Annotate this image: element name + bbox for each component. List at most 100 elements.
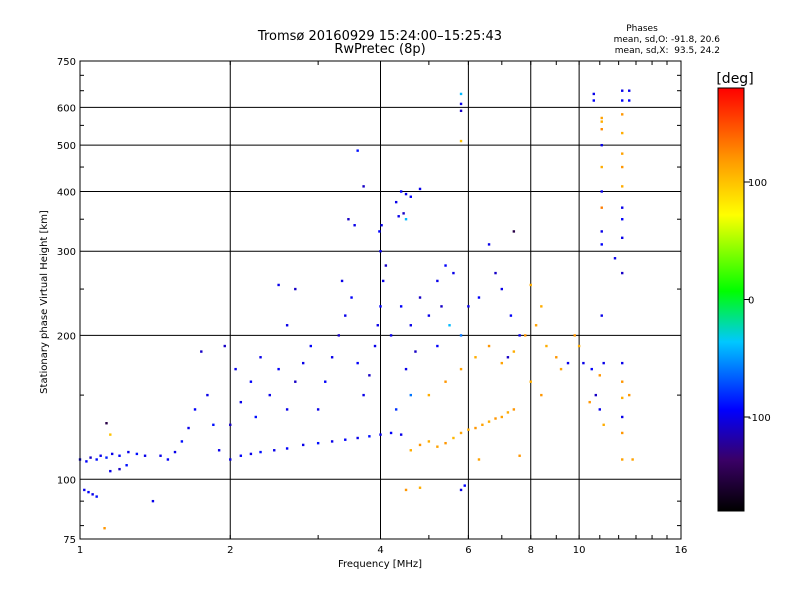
data-point <box>378 230 381 233</box>
data-point <box>212 423 215 427</box>
data-point <box>621 185 624 188</box>
data-point <box>518 454 521 457</box>
data-point <box>474 356 477 359</box>
data-point <box>500 287 504 291</box>
data-point <box>239 400 243 404</box>
data-point <box>474 426 477 430</box>
data-point <box>110 452 114 456</box>
data-points <box>78 89 634 530</box>
data-point <box>95 495 98 498</box>
data-point <box>418 443 422 447</box>
data-point <box>602 423 605 427</box>
data-point <box>600 314 603 317</box>
data-point <box>487 243 491 246</box>
data-point <box>356 436 359 440</box>
data-point <box>151 499 155 503</box>
colorbar-tick-label: 0 <box>748 296 754 307</box>
data-point <box>494 417 497 420</box>
data-point <box>436 445 439 448</box>
data-point <box>588 400 591 404</box>
data-point <box>229 423 232 427</box>
colorbar-title: [deg] <box>716 71 753 87</box>
colorbar-tick-label: -100 <box>748 413 771 424</box>
x-tick-label: 10 <box>573 545 586 556</box>
stats-line-x: mean, sd,X: 93.5, 24.2 <box>615 46 720 56</box>
data-point <box>600 116 603 120</box>
data-point <box>534 324 538 327</box>
data-point <box>463 484 466 487</box>
data-point <box>602 361 605 365</box>
data-point <box>249 380 253 383</box>
data-point <box>459 102 463 106</box>
data-point <box>566 361 570 365</box>
data-point <box>340 279 344 283</box>
data-point <box>118 454 121 457</box>
data-point <box>301 443 305 447</box>
data-point <box>95 458 98 461</box>
data-point <box>347 218 350 221</box>
data-point <box>555 356 558 359</box>
stats-heading: Phases <box>626 24 658 34</box>
data-point <box>598 408 601 411</box>
data-point <box>399 190 403 193</box>
data-point <box>180 440 184 443</box>
data-point <box>444 380 447 383</box>
data-point <box>294 287 297 291</box>
data-point <box>621 89 624 92</box>
data-point <box>234 367 237 371</box>
data-point <box>540 393 543 397</box>
data-point <box>353 224 356 227</box>
data-point <box>285 447 289 450</box>
y-tick-label: 750 <box>57 57 76 68</box>
data-point <box>540 305 543 308</box>
y-tick-labels: 75 100 200 300 400 500 600 750 <box>57 57 76 546</box>
data-point <box>350 296 353 299</box>
data-point <box>477 458 481 461</box>
data-point <box>103 527 106 530</box>
data-point <box>628 99 631 102</box>
data-point <box>362 393 365 397</box>
data-point <box>109 469 112 473</box>
y-axis-label: Stationary phase Virtual Height [km] <box>39 210 50 394</box>
data-point <box>559 367 563 371</box>
data-point <box>135 452 139 456</box>
data-point <box>259 356 262 359</box>
data-point <box>477 296 481 299</box>
data-point <box>373 344 377 348</box>
data-point <box>529 380 532 383</box>
data-point <box>285 408 289 411</box>
stats-line-o: mean, sd,O: -91.8, 20.6 <box>614 35 721 45</box>
data-point <box>91 493 94 496</box>
y-tick-label: 500 <box>57 141 76 152</box>
data-point <box>600 143 603 147</box>
data-point <box>344 438 347 441</box>
data-point <box>397 215 400 218</box>
data-point <box>368 374 371 377</box>
data-point <box>404 488 408 492</box>
data-point <box>206 393 209 397</box>
data-point <box>427 440 431 443</box>
data-point <box>427 314 431 317</box>
data-point <box>631 458 634 461</box>
data-point <box>166 458 170 461</box>
data-point <box>380 224 383 227</box>
data-point <box>87 490 90 494</box>
colorbar <box>717 87 745 512</box>
data-point <box>394 200 398 204</box>
data-point <box>294 380 297 383</box>
x-tick-labels: 1 2 4 6 8 10 16 <box>77 545 688 556</box>
data-point <box>494 271 497 275</box>
data-point <box>193 408 197 411</box>
data-point <box>512 350 516 353</box>
data-point <box>621 271 624 275</box>
data-point <box>109 433 112 436</box>
data-point <box>330 440 334 443</box>
data-point <box>621 165 624 169</box>
data-point <box>621 113 624 116</box>
data-point <box>459 367 463 371</box>
data-point <box>500 361 504 365</box>
axes <box>79 60 682 540</box>
data-point <box>409 195 412 198</box>
data-point <box>628 393 631 397</box>
data-point <box>381 279 385 283</box>
